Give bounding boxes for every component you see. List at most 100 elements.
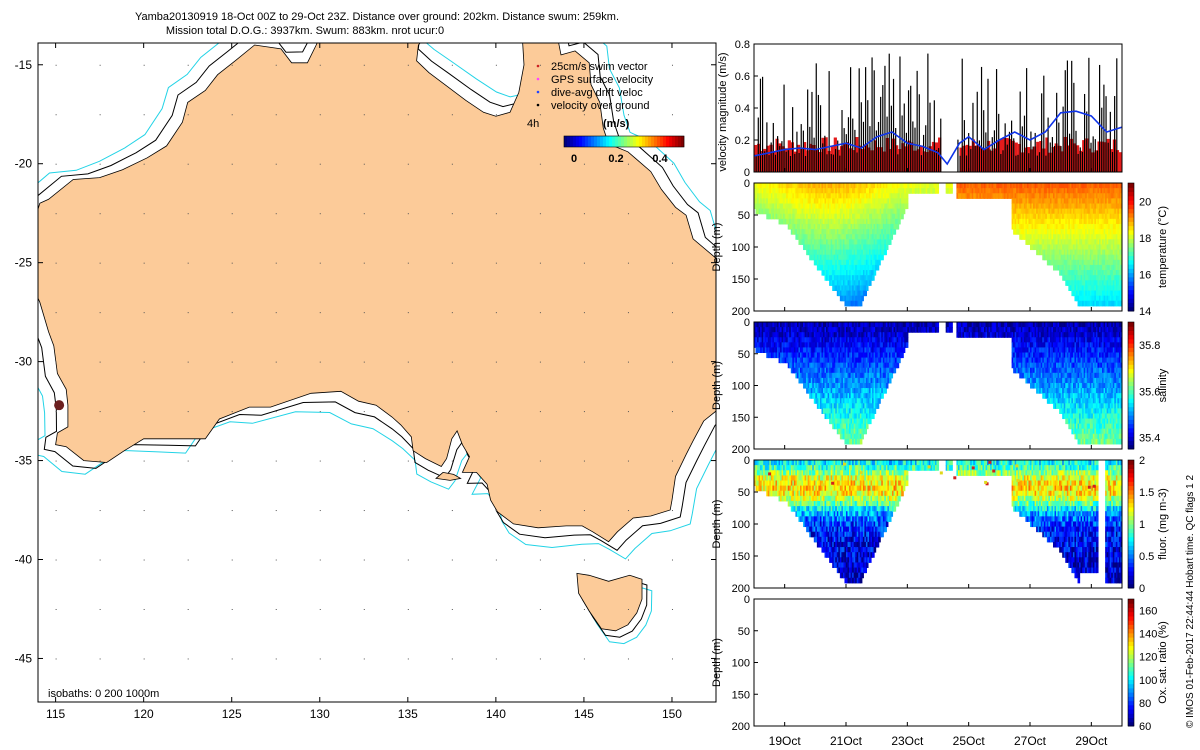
time-tick-label: 25Oct	[953, 734, 986, 748]
map-y-tick-label: -20	[15, 157, 33, 171]
map-x-tick-label: 125	[222, 707, 242, 721]
time-tick-label: 21Oct	[830, 734, 863, 748]
map-area	[38, 43, 716, 660]
map-panel: 115 120 125 130 135 140 145 150 -15 -20 -25 -30 -35 -…	[15, 42, 717, 721]
swim-speed-bar	[772, 151, 776, 172]
depth-axis-label: Depth (m)	[711, 223, 723, 272]
map-y-tick-label: -35	[15, 454, 33, 468]
depth-tick-label: 0	[744, 317, 750, 329]
swim-speed-bar	[803, 142, 807, 172]
map-x-tick-label: 135	[398, 707, 418, 721]
map-x-tick-label: 145	[574, 707, 594, 721]
legend-entry: GPS surface velocity	[551, 74, 654, 86]
flagged-point	[939, 471, 943, 475]
swim-speed-bar	[1088, 148, 1092, 172]
flagged-point	[927, 465, 931, 469]
flagged-point	[988, 460, 992, 464]
swim-speed-bar	[1094, 150, 1098, 172]
flagged-point	[1057, 494, 1061, 498]
swim-speed-bar	[1060, 151, 1064, 172]
time-tick-label: 29Oct	[1075, 734, 1108, 748]
colorbar-label: temperature (°C)	[1157, 206, 1169, 288]
swim-speed-bar	[858, 145, 862, 172]
flagged-point	[1092, 484, 1096, 488]
colorbar-tick-label: 20	[1139, 196, 1151, 208]
depth-tick-label: 150	[732, 689, 750, 701]
swim-speed-bar	[922, 151, 926, 172]
legend-marker	[536, 64, 540, 68]
flagged-point	[843, 462, 847, 466]
depth-tick-label: 0	[744, 178, 750, 190]
swim-speed-bar	[787, 140, 791, 172]
speed-colorbar	[563, 135, 685, 148]
time-tick-label: 27Oct	[1014, 734, 1047, 748]
colorbar-tick-label: 100	[1139, 675, 1157, 687]
swim-speed-bar	[931, 141, 936, 172]
section-panel-sal: 0 50 100 150 200 Depth (m) 35.4 35.6 35.8 salinit…	[711, 317, 1169, 456]
section-panel-temp: 0 50 100 150 200 Depth (m) 14 16 18 20 temperature…	[711, 178, 1169, 318]
swim-speed-bar	[815, 149, 819, 172]
swim-speed-bar	[910, 142, 914, 172]
swim-speed-bar	[766, 145, 770, 172]
section-data-fluor	[754, 460, 1122, 584]
flagged-point	[1015, 464, 1019, 468]
colorbar-tick-label: 14	[1139, 306, 1151, 318]
swim-speed-bar	[1103, 142, 1107, 172]
swim-speed-bar	[916, 149, 920, 172]
flagged-point	[984, 480, 988, 484]
time-tick-label: 23Oct	[891, 734, 924, 748]
velocity-y-tick: 0.4	[735, 103, 750, 115]
isobath-label: isobaths: 0 200 1000m	[48, 688, 159, 700]
grid-dots	[55, 64, 673, 660]
depth-tick-label: 0	[744, 594, 750, 606]
section-data-sal	[754, 322, 1122, 445]
velocity-y-tick: 0	[744, 167, 750, 179]
colorbar-tick-label: 60	[1139, 721, 1151, 733]
legend-entry: dive-avg drift veloc	[551, 87, 643, 99]
map-y-tick-label: -15	[15, 58, 33, 72]
velocity-y-label: velocity magnitude (m/s)	[717, 52, 729, 171]
depth-tick-label: 100	[732, 658, 750, 670]
flagged-point	[992, 469, 996, 473]
depth-tick-label: 100	[732, 242, 750, 254]
flagged-point	[831, 481, 835, 485]
speed-colorbar-label: (m/s)	[603, 118, 630, 130]
glider-track	[54, 400, 65, 411]
swim-speed-bar	[867, 147, 871, 172]
flagged-point	[971, 466, 975, 470]
depth-tick-label: 100	[732, 519, 750, 531]
colorbar-temp: 14 16 18 20 temperature (°C)	[1127, 182, 1169, 318]
swim-speed-bar	[873, 140, 877, 172]
swim-speed-bar	[830, 145, 834, 172]
colorbar-label: salinity	[1157, 368, 1169, 402]
swim-speed-bar	[1072, 143, 1077, 172]
legend-entry: velocity over ground	[551, 100, 649, 112]
colorbar-label: fluor. (mg m-3)	[1157, 488, 1169, 560]
swim-speed-bar	[1045, 137, 1049, 172]
drift-velocity-line	[754, 110, 1122, 166]
depth-tick-label: 50	[738, 487, 750, 499]
colorbar-tick-label: 2	[1139, 455, 1145, 467]
flagged-point	[1087, 485, 1091, 489]
depth-tick-label: 150	[732, 551, 750, 563]
swim-speed-bar	[1051, 147, 1055, 172]
colorbar-tick-label: 1.5	[1139, 487, 1154, 499]
section-panel-fluor: 0 50 100 150 200 Depth (m) 0 0.5 1 1.5 2 fluor. (mg…	[711, 455, 1169, 595]
map-x-tick-label: 115	[46, 707, 65, 721]
swim-speed-bar	[895, 145, 899, 172]
swim-speed-bar	[1008, 139, 1012, 172]
flagged-point	[953, 476, 957, 480]
tasmania-land	[576, 572, 643, 632]
section-frame	[753, 598, 1123, 727]
colorbar-tick-label: 35.4	[1139, 432, 1160, 444]
velocity-y-tick: 0.2	[735, 135, 750, 147]
colorbar-sal: 35.4 35.6 35.8 salinity	[1127, 321, 1169, 450]
flagged-point	[821, 483, 825, 487]
legend-marker	[536, 77, 540, 81]
flagged-point	[859, 471, 863, 475]
swim-speed-bar	[1109, 149, 1113, 172]
swim-speed-bar	[781, 146, 785, 172]
swim-speed-bar	[846, 142, 850, 172]
colorbar-tick-label: 35.8	[1139, 340, 1160, 352]
